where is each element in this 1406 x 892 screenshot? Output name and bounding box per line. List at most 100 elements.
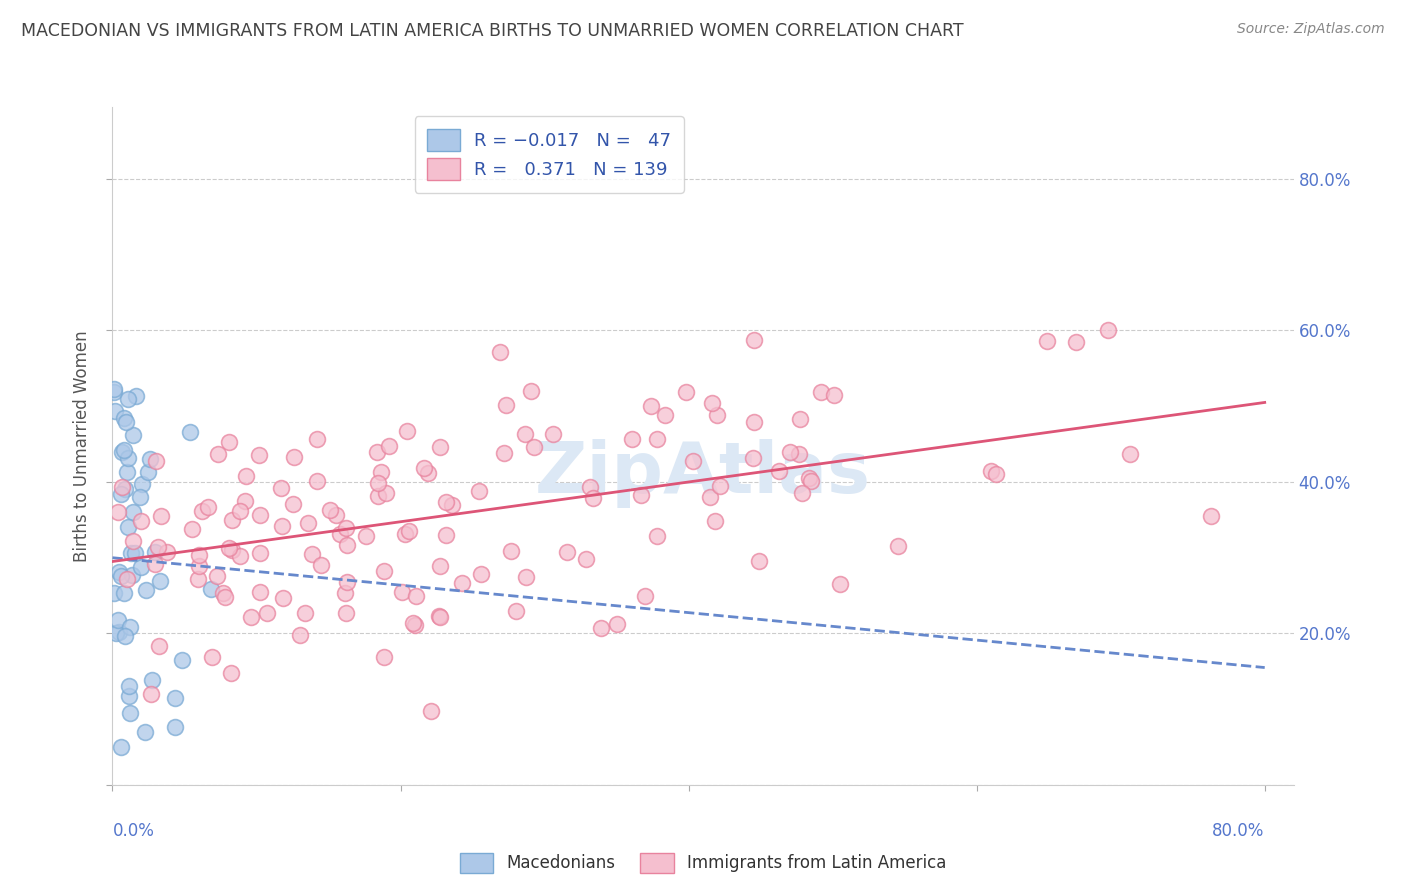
Point	[768, 464, 790, 478]
Point	[138, 465, 160, 479]
Text: 80.0%: 80.0%	[1212, 822, 1264, 840]
Point	[404, 618, 426, 632]
Point	[336, 574, 359, 589]
Point	[470, 566, 492, 581]
Point	[145, 454, 167, 468]
Point	[118, 620, 141, 634]
Point	[589, 621, 612, 635]
Point	[336, 538, 359, 552]
Point	[582, 491, 605, 505]
Point	[703, 514, 725, 528]
Point	[394, 526, 416, 541]
Point	[103, 403, 125, 417]
Point	[495, 398, 517, 412]
Point	[575, 552, 598, 566]
Point	[129, 559, 152, 574]
Point	[886, 539, 908, 553]
Point	[191, 503, 214, 517]
Point	[366, 445, 388, 459]
Point	[499, 543, 522, 558]
Point	[214, 590, 236, 604]
Point	[219, 665, 242, 680]
Point	[205, 568, 228, 582]
Point	[221, 543, 243, 558]
Point	[630, 488, 652, 502]
Point	[110, 569, 132, 583]
Legend: R = −0.017   N =   47, R =   0.371   N = 139: R = −0.017 N = 47, R = 0.371 N = 139	[415, 116, 685, 193]
Point	[810, 384, 832, 399]
Text: 0.0%: 0.0%	[112, 822, 155, 840]
Point	[122, 427, 145, 442]
Point	[370, 465, 392, 479]
Point	[107, 625, 129, 640]
Point	[420, 704, 443, 718]
Point	[114, 482, 136, 496]
Point	[742, 451, 765, 466]
Point	[125, 389, 148, 403]
Point	[706, 408, 728, 422]
Text: Source: ZipAtlas.com: Source: ZipAtlas.com	[1237, 22, 1385, 37]
Point	[207, 447, 229, 461]
Point	[645, 528, 668, 542]
Point	[434, 528, 457, 542]
Point	[434, 495, 457, 509]
Point	[980, 464, 1002, 478]
Point	[235, 468, 257, 483]
Point	[117, 465, 139, 479]
Point	[427, 608, 450, 623]
Point	[249, 584, 271, 599]
Point	[103, 586, 125, 600]
Point	[294, 606, 316, 620]
Point	[149, 574, 172, 588]
Legend: Macedonians, Immigrants from Latin America: Macedonians, Immigrants from Latin Ameri…	[453, 847, 953, 880]
Point	[513, 427, 536, 442]
Point	[742, 415, 765, 429]
Point	[799, 471, 821, 485]
Text: MACEDONIAN VS IMMIGRANTS FROM LATIN AMERICA BIRTHS TO UNMARRIED WOMEN CORRELATIO: MACEDONIAN VS IMMIGRANTS FROM LATIN AMER…	[21, 22, 963, 40]
Point	[117, 520, 139, 534]
Point	[163, 691, 186, 706]
Point	[319, 502, 342, 516]
Point	[211, 586, 233, 600]
Point	[367, 475, 389, 490]
Point	[129, 490, 152, 504]
Point	[114, 442, 136, 457]
Point	[328, 526, 350, 541]
Point	[197, 500, 219, 515]
Point	[239, 610, 262, 624]
Point	[218, 435, 240, 450]
Point	[134, 725, 156, 739]
Point	[120, 706, 142, 720]
Point	[124, 546, 146, 560]
Point	[228, 549, 250, 563]
Point	[748, 554, 770, 568]
Point	[115, 572, 138, 586]
Point	[107, 505, 129, 519]
Point	[218, 541, 240, 556]
Point	[451, 576, 474, 591]
Point	[283, 450, 305, 465]
Point	[373, 564, 395, 578]
Point	[405, 589, 427, 603]
Point	[118, 690, 141, 704]
Point	[787, 447, 810, 461]
Point	[986, 467, 1008, 481]
Point	[367, 489, 389, 503]
Point	[187, 559, 209, 574]
Point	[121, 505, 143, 519]
Point	[354, 529, 377, 543]
Point	[645, 432, 668, 446]
Point	[373, 650, 395, 665]
Point	[149, 508, 172, 523]
Point	[742, 333, 765, 347]
Point	[143, 558, 166, 572]
Point	[117, 451, 139, 466]
Point	[620, 432, 643, 446]
Point	[488, 345, 510, 359]
Point	[709, 478, 731, 492]
Point	[700, 396, 723, 410]
Point	[187, 548, 209, 562]
Text: ZipAtlas: ZipAtlas	[536, 439, 870, 508]
Point	[103, 382, 125, 396]
Point	[163, 720, 186, 734]
